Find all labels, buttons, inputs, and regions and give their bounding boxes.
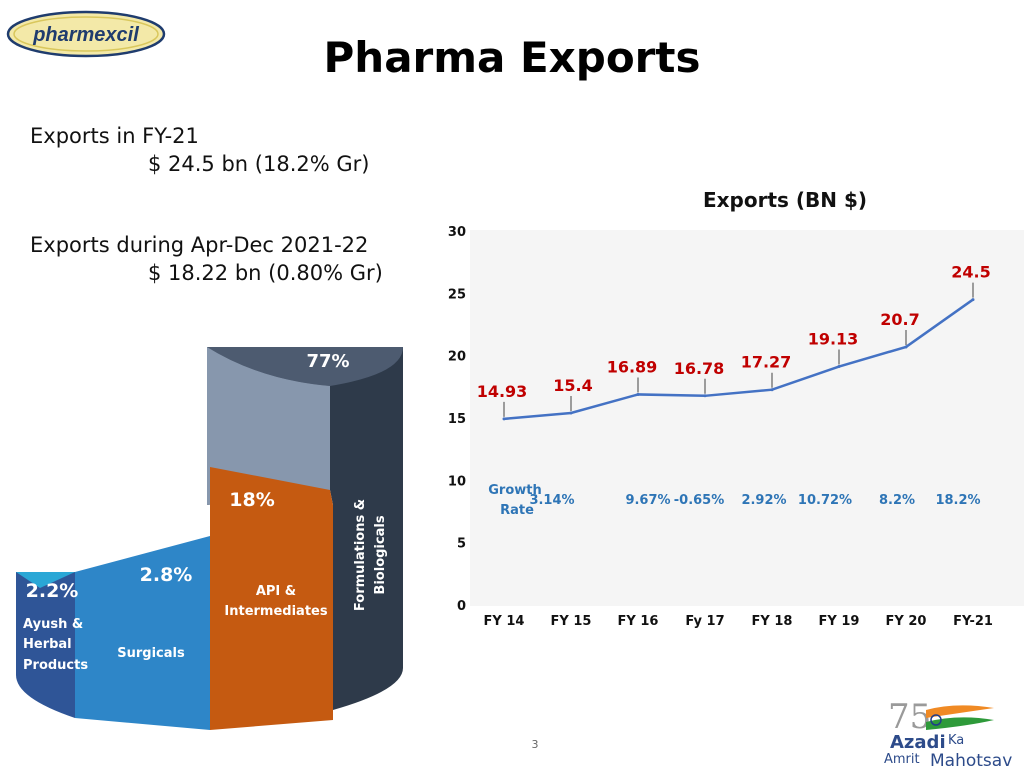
ayush-name-line1: Ayush & — [23, 617, 83, 632]
data-value-label: 14.93 — [477, 382, 528, 401]
y-tick-label: 0 — [457, 599, 466, 614]
x-tick-label: FY 20 — [886, 614, 927, 629]
formulations-inner-face — [207, 347, 330, 505]
page-title: Pharma Exports — [323, 33, 701, 82]
exports-series-line — [503, 298, 974, 421]
data-value-label: 20.7 — [880, 310, 919, 329]
seventy-five-mark: 75 — [888, 697, 931, 737]
data-value-label: 16.89 — [607, 357, 658, 376]
amrit-word: Amrit — [884, 752, 920, 767]
surgicals-name: Surgicals — [117, 646, 185, 661]
chart-title: Exports (BN $) — [702, 188, 868, 212]
x-tick-label: FY 19 — [819, 614, 860, 629]
ka-word: Ka — [948, 733, 964, 748]
formulations-name-line2: Biologicals — [373, 515, 388, 594]
surgicals-segment — [75, 536, 210, 730]
pharmexcil-logo: pharmexcil — [6, 10, 166, 58]
formulations-percent: 77% — [306, 351, 349, 372]
api-percent: 18% — [229, 489, 274, 511]
growth-rate-label-line2: Rate — [500, 503, 534, 518]
exports-fy21-value: $ 24.5 bn (18.2% Gr) — [148, 152, 370, 176]
mahotsav-word: Mahotsav — [930, 751, 1012, 768]
surgicals-percent: 2.8% — [140, 564, 193, 586]
api-name-line2: Intermediates — [224, 604, 327, 619]
growth-rate-value: 8.2% — [879, 493, 915, 508]
x-tick-label: FY 15 — [551, 614, 592, 629]
formulations-name-line1: Formulations & — [353, 499, 368, 611]
x-tick-label: FY 16 — [618, 614, 659, 629]
growth-rate-value: 9.67% — [625, 493, 670, 508]
data-value-label: 17.27 — [741, 353, 792, 372]
growth-rate-value: -0.65% — [674, 493, 725, 508]
formulations-top — [207, 347, 403, 386]
logo-text: pharmexcil — [32, 24, 139, 46]
api-name-line1: API & — [256, 584, 296, 599]
x-tick-label: FY 18 — [752, 614, 793, 629]
data-value-label: 16.78 — [674, 359, 725, 378]
growth-rate-value: 3.14% — [529, 493, 574, 508]
ayush-name-line2: Herbal — [23, 637, 72, 652]
y-tick-label: 10 — [448, 474, 466, 489]
page-number: 3 — [531, 738, 539, 751]
exports-line-chart: 0 5 10 15 20 25 30 FY 14 FY 15 FY 16 Fy 17 FY 18 FY… — [448, 225, 1024, 629]
x-tick-label: FY-21 — [953, 614, 993, 629]
export-share-cylinder-chart: 77% 18% 2.8% 2.2% API & Intermediates Su… — [16, 347, 403, 730]
exports-aprdec-label: Exports during Apr-Dec 2021-22 — [30, 233, 369, 257]
chakra-icon — [930, 714, 942, 726]
exports-aprdec-value: $ 18.22 bn (0.80% Gr) — [148, 261, 383, 285]
flag-saffron-stroke — [926, 705, 994, 718]
growth-rate-value: 2.92% — [741, 493, 786, 508]
x-tick-label: FY 14 — [484, 614, 525, 629]
y-tick-label: 25 — [448, 287, 466, 302]
y-tick-label: 20 — [448, 350, 466, 365]
data-value-label: 15.4 — [553, 376, 592, 395]
plot-area — [470, 230, 1024, 606]
growth-rate-value: 10.72% — [798, 493, 852, 508]
y-tick-label: 5 — [457, 537, 466, 552]
growth-rate-label-line1: Growth — [488, 483, 542, 498]
y-tick-label: 15 — [448, 412, 466, 427]
data-value-label: 24.5 — [951, 263, 990, 282]
azadi-ka-amrit-mahotsav-logo: 75 Azadi Ka Amrit Mahotsav — [884, 697, 1012, 768]
ayush-name-line3: Products — [23, 658, 88, 673]
api-segment — [210, 467, 333, 730]
ayush-top — [16, 572, 75, 588]
ayush-percent: 2.2% — [26, 580, 79, 602]
y-tick-label: 30 — [448, 225, 466, 240]
data-value-label: 19.13 — [808, 330, 859, 349]
exports-fy21-label: Exports in FY-21 — [30, 124, 199, 148]
flag-green-stroke — [926, 717, 994, 730]
ayush-segment — [16, 572, 75, 718]
growth-rate-value: 18.2% — [935, 493, 980, 508]
azadi-word: Azadi — [890, 732, 946, 753]
x-tick-label: Fy 17 — [685, 614, 724, 629]
